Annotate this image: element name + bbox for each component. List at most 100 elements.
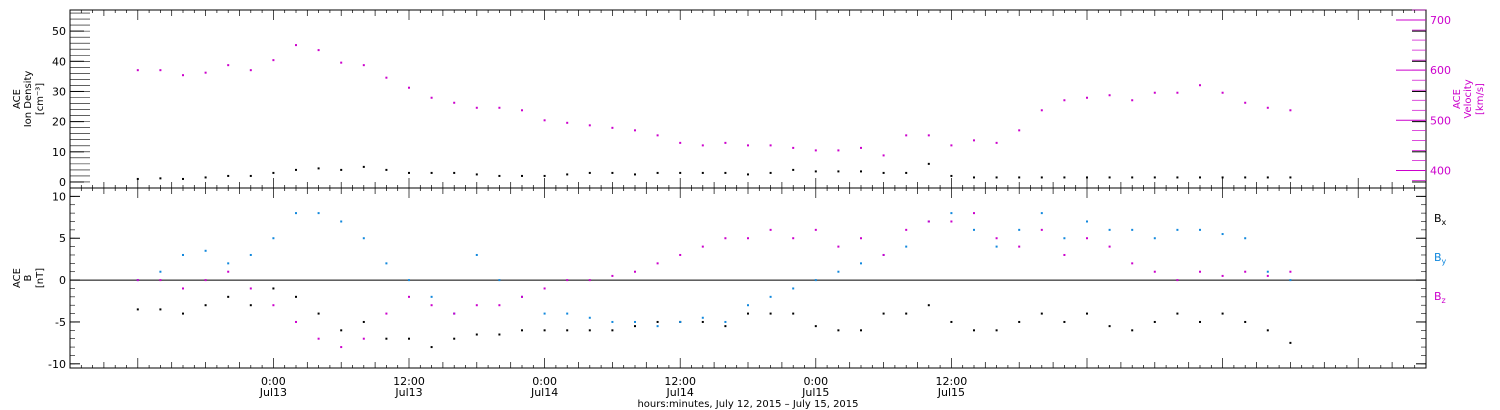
by-point <box>701 316 704 319</box>
bx-point <box>905 312 908 315</box>
top-panel-frame <box>69 9 1427 189</box>
top-left-tick-label: 40 <box>52 55 66 68</box>
by-point <box>1131 228 1134 231</box>
legend-by-sym: B <box>1434 251 1442 264</box>
velocity-point <box>475 106 478 109</box>
bz-point <box>973 212 975 215</box>
x-tick-date-label: Jul15 <box>801 386 829 399</box>
by-point <box>430 295 433 298</box>
bx-point <box>475 333 478 336</box>
ion-density-point <box>950 174 953 177</box>
by-point <box>182 253 184 256</box>
top-left-label-line-2: Ion Density <box>23 71 34 128</box>
ion-density-point <box>272 171 275 174</box>
ion-density-point <box>204 176 207 179</box>
ion-density-point <box>1244 176 1247 179</box>
velocity-point <box>182 74 184 77</box>
x-tick-time-label: 0:00 <box>261 375 286 388</box>
by-point <box>340 220 343 223</box>
by-point <box>747 304 749 307</box>
bz-point <box>227 270 230 273</box>
bottom-left-axis-label: ACE B [nT] <box>12 268 46 288</box>
bx-point <box>1086 312 1088 315</box>
bx-point <box>1131 329 1134 332</box>
x-tick-date-label: Jul14 <box>666 386 694 399</box>
ion-density-point <box>453 171 456 174</box>
ion-density-point <box>634 173 636 176</box>
velocity-point <box>814 149 817 152</box>
x-axis-title: hours:minutes, July 12, 2015 – July 15, … <box>637 399 858 410</box>
x-tick-time-label: 0:00 <box>532 375 557 388</box>
by-point <box>159 270 162 273</box>
bz-point <box>566 279 569 282</box>
bz-point <box>792 237 795 240</box>
velocity-point <box>340 61 343 64</box>
bx-point <box>860 329 862 332</box>
by-point <box>860 262 862 265</box>
top-right-axis-label: ACE Velocity [km/s] <box>1452 79 1486 118</box>
ion-density-point <box>136 177 139 180</box>
velocity-point <box>588 124 591 127</box>
by-point <box>1040 212 1043 215</box>
bottom-panel-frame <box>69 187 1427 369</box>
bz-point <box>453 312 456 315</box>
velocity-point <box>792 146 795 149</box>
bottom-ticks: 10 5 0 -5 -10 <box>48 190 1426 371</box>
by-point <box>656 325 659 328</box>
top-left-axis-label: ACE Ion Density [cm⁻³] <box>12 71 46 128</box>
bz-point <box>634 270 636 273</box>
by-point <box>385 262 388 265</box>
velocity-point <box>882 154 885 157</box>
ion-density-point <box>1040 176 1043 179</box>
velocity-point <box>1221 91 1224 94</box>
bz-point <box>521 295 523 298</box>
bz-point <box>1176 279 1179 282</box>
top-right-label-line-1: ACE <box>1452 89 1463 109</box>
bx-point <box>385 337 388 340</box>
ion-density-point <box>1131 176 1134 179</box>
bx-point <box>1199 320 1201 323</box>
velocity-point <box>1199 84 1201 87</box>
velocity-point <box>227 64 230 67</box>
by-point <box>588 316 591 319</box>
bx-point <box>656 320 659 323</box>
top-right-ticks: 400 500 600 700 <box>1396 9 1451 181</box>
x-tick-date-label: Jul13 <box>394 386 422 399</box>
legend-bx-sub: x <box>1442 218 1447 227</box>
by-point <box>1289 279 1292 282</box>
ion-density-point <box>1086 176 1088 179</box>
bx-point <box>701 320 704 323</box>
top-left-tick-label: 0 <box>59 176 66 189</box>
bx-point <box>995 329 998 332</box>
bx-point <box>1108 325 1111 328</box>
bz-point <box>611 274 614 277</box>
velocity-point <box>1244 101 1247 104</box>
bz-point <box>1063 253 1066 256</box>
ion-density-point <box>498 174 501 177</box>
bz-point <box>182 287 184 290</box>
ion-density-point <box>814 170 817 173</box>
top-left-tick-label: 10 <box>52 146 66 159</box>
by-point <box>1176 228 1179 231</box>
velocity-point <box>679 141 682 144</box>
velocity-point <box>724 141 727 144</box>
bx-point <box>1063 320 1066 323</box>
bx-point <box>882 312 885 315</box>
by-point <box>1108 228 1111 231</box>
top-left-tick-label: 30 <box>52 85 66 98</box>
x-tick-time-label: 12:00 <box>936 375 968 388</box>
velocity-point <box>1153 91 1156 94</box>
by-point <box>475 253 478 256</box>
bz-point <box>995 237 998 240</box>
bz-point <box>159 279 162 282</box>
bx-point <box>182 312 184 315</box>
bx-point <box>566 329 569 332</box>
bx-point <box>747 312 749 315</box>
ion-density-point <box>430 171 433 174</box>
top-left-label-line-3: [cm⁻³] <box>35 83 46 115</box>
bz-point <box>408 295 410 298</box>
bx-point <box>543 329 546 332</box>
by-point <box>905 245 908 248</box>
bottom-tick-label: 0 <box>59 274 66 287</box>
